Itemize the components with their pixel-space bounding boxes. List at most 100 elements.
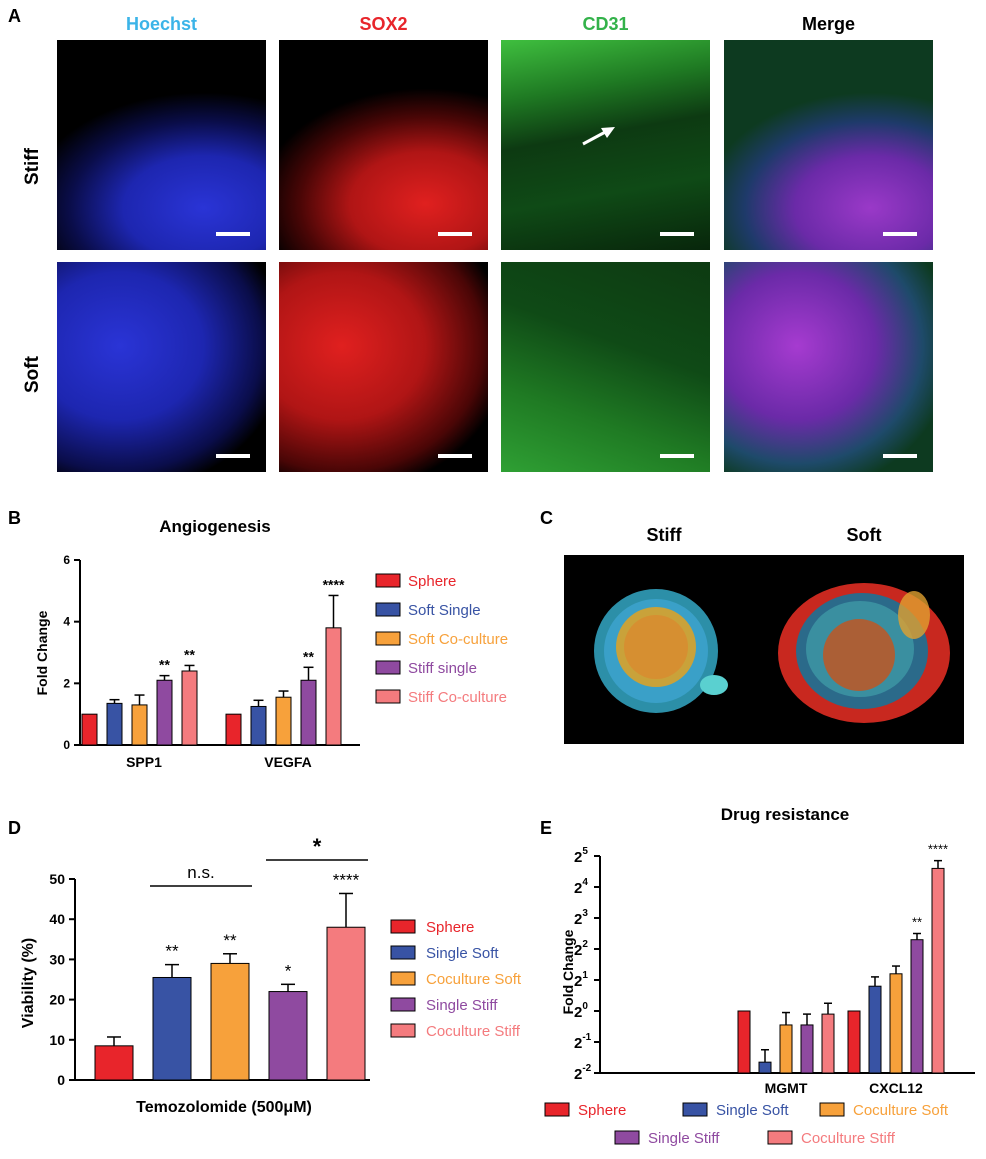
scale-bar	[216, 454, 250, 458]
bar	[889, 973, 903, 1074]
y-tick-label: 25	[574, 846, 588, 866]
significance-label: **	[223, 931, 237, 950]
bar	[758, 1061, 772, 1074]
scale-bar	[660, 232, 694, 236]
panel-a-letter: A	[8, 6, 21, 26]
micrograph-stiff-cd31	[501, 40, 710, 250]
bar	[181, 670, 198, 746]
y-axis-label: Fold Change	[34, 610, 50, 695]
legend-entry: Single Soft	[426, 945, 499, 962]
y-tick-label: 24	[574, 877, 588, 897]
significance-label: **	[159, 657, 170, 673]
drug-resistance-chart: Drug resistance Fold Change 2-2 2-1 20 21 22 23…	[544, 805, 975, 1147]
bar	[94, 1045, 134, 1081]
significance-label: *	[285, 961, 292, 980]
y-tick-label: 30	[49, 951, 65, 967]
legend-entry: Stiff single	[408, 660, 477, 677]
bracket-label: n.s.	[187, 863, 214, 882]
micrograph-soft-merge	[724, 262, 933, 472]
soft-sphere-render	[778, 583, 950, 723]
bar	[868, 985, 882, 1074]
bar	[81, 713, 98, 746]
scale-bar	[660, 454, 694, 458]
scale-bar	[438, 454, 472, 458]
legend-swatch	[682, 1102, 708, 1117]
bar	[268, 991, 308, 1081]
legend-entry: Single Stiff	[648, 1130, 720, 1147]
y-tick-label: 2-2	[574, 1063, 592, 1083]
y-tick-label: 0	[57, 1072, 65, 1088]
bar	[131, 704, 148, 746]
significance-label: **	[912, 915, 922, 930]
legend-entry: Soft Single	[408, 602, 481, 619]
legend-swatch	[390, 945, 416, 960]
panel-e-letter: E	[540, 818, 553, 838]
scale-bar	[883, 232, 917, 236]
legend-swatch	[390, 919, 416, 934]
simulation-image-stiff	[564, 555, 764, 744]
significance-label: ****	[323, 576, 345, 592]
y-tick-label: 4	[63, 615, 70, 629]
y-tick-label: 0	[63, 738, 70, 752]
y-axis-label: Viability (%)	[20, 938, 37, 1028]
bar	[275, 696, 292, 746]
micrograph-stiff-merge	[724, 40, 933, 250]
column-header-sox2: SOX2	[359, 14, 408, 34]
legend-entry: Coculture Stiff	[801, 1130, 896, 1147]
x-category-label: MGMT	[765, 1080, 808, 1096]
scale-bar	[216, 232, 250, 236]
legend-entry: Soft Co-culture	[408, 631, 508, 648]
bar	[106, 702, 123, 746]
legend-swatch	[390, 971, 416, 986]
bar	[326, 926, 366, 1081]
bar	[210, 962, 250, 1081]
bar	[225, 713, 242, 746]
arrow-annotation	[582, 127, 615, 146]
x-axis-label: Temozolomide (500μM)	[136, 1099, 312, 1116]
legend-entry: Stiff Co-culture	[408, 689, 507, 706]
legend-swatch	[390, 997, 416, 1012]
bar	[910, 939, 924, 1074]
y-tick-label: 20	[49, 992, 65, 1008]
panel-b-letter: B	[8, 508, 21, 528]
panel-d-letter: D	[8, 818, 21, 838]
bar	[779, 1024, 793, 1074]
y-axis-label: Fold Change	[560, 929, 576, 1014]
panel-c-letter: C	[540, 508, 553, 528]
x-category-label: CXCL12	[869, 1080, 923, 1096]
significance-label: ****	[333, 870, 360, 889]
chart-title: Drug resistance	[721, 805, 850, 824]
viability-chart: Viability (%)01020304050*********n.s.*Te…	[20, 834, 522, 1116]
legend-swatch	[375, 602, 401, 617]
row-label-stiff: Stiff	[22, 148, 43, 185]
legend-swatch	[544, 1102, 570, 1117]
legend-swatch	[767, 1130, 793, 1145]
significance-label: **	[184, 646, 195, 662]
panel-c-label-stiff: Stiff	[646, 525, 682, 545]
bar	[300, 679, 317, 746]
legend-swatch	[375, 631, 401, 646]
legend-swatch	[375, 660, 401, 675]
legend-swatch	[390, 1023, 416, 1038]
legend-swatch	[375, 689, 401, 704]
chart-title: Angiogenesis	[159, 517, 270, 536]
y-tick-label: 23	[574, 908, 588, 928]
bar	[250, 705, 267, 746]
y-tick-label: 20	[574, 1001, 588, 1021]
legend-swatch	[375, 573, 401, 588]
y-tick-label: 2-1	[574, 1032, 592, 1052]
column-header-hoechst: Hoechst	[125, 14, 197, 34]
simulation-image-soft	[764, 555, 964, 744]
legend-entry: Coculture Soft	[426, 971, 522, 988]
column-header-cd31: CD31	[582, 14, 629, 34]
stiff-sphere-render	[594, 589, 728, 713]
legend-entry: Single Stiff	[426, 997, 498, 1014]
x-category-label: SPP1	[126, 754, 162, 770]
scale-bar	[883, 454, 917, 458]
x-category-label: VEGFA	[264, 754, 311, 770]
y-tick-label: 6	[63, 553, 70, 567]
legend-entry: Coculture Stiff	[426, 1023, 521, 1040]
micrograph-soft-sox2	[279, 262, 488, 472]
column-header-merge: Merge	[801, 14, 855, 34]
